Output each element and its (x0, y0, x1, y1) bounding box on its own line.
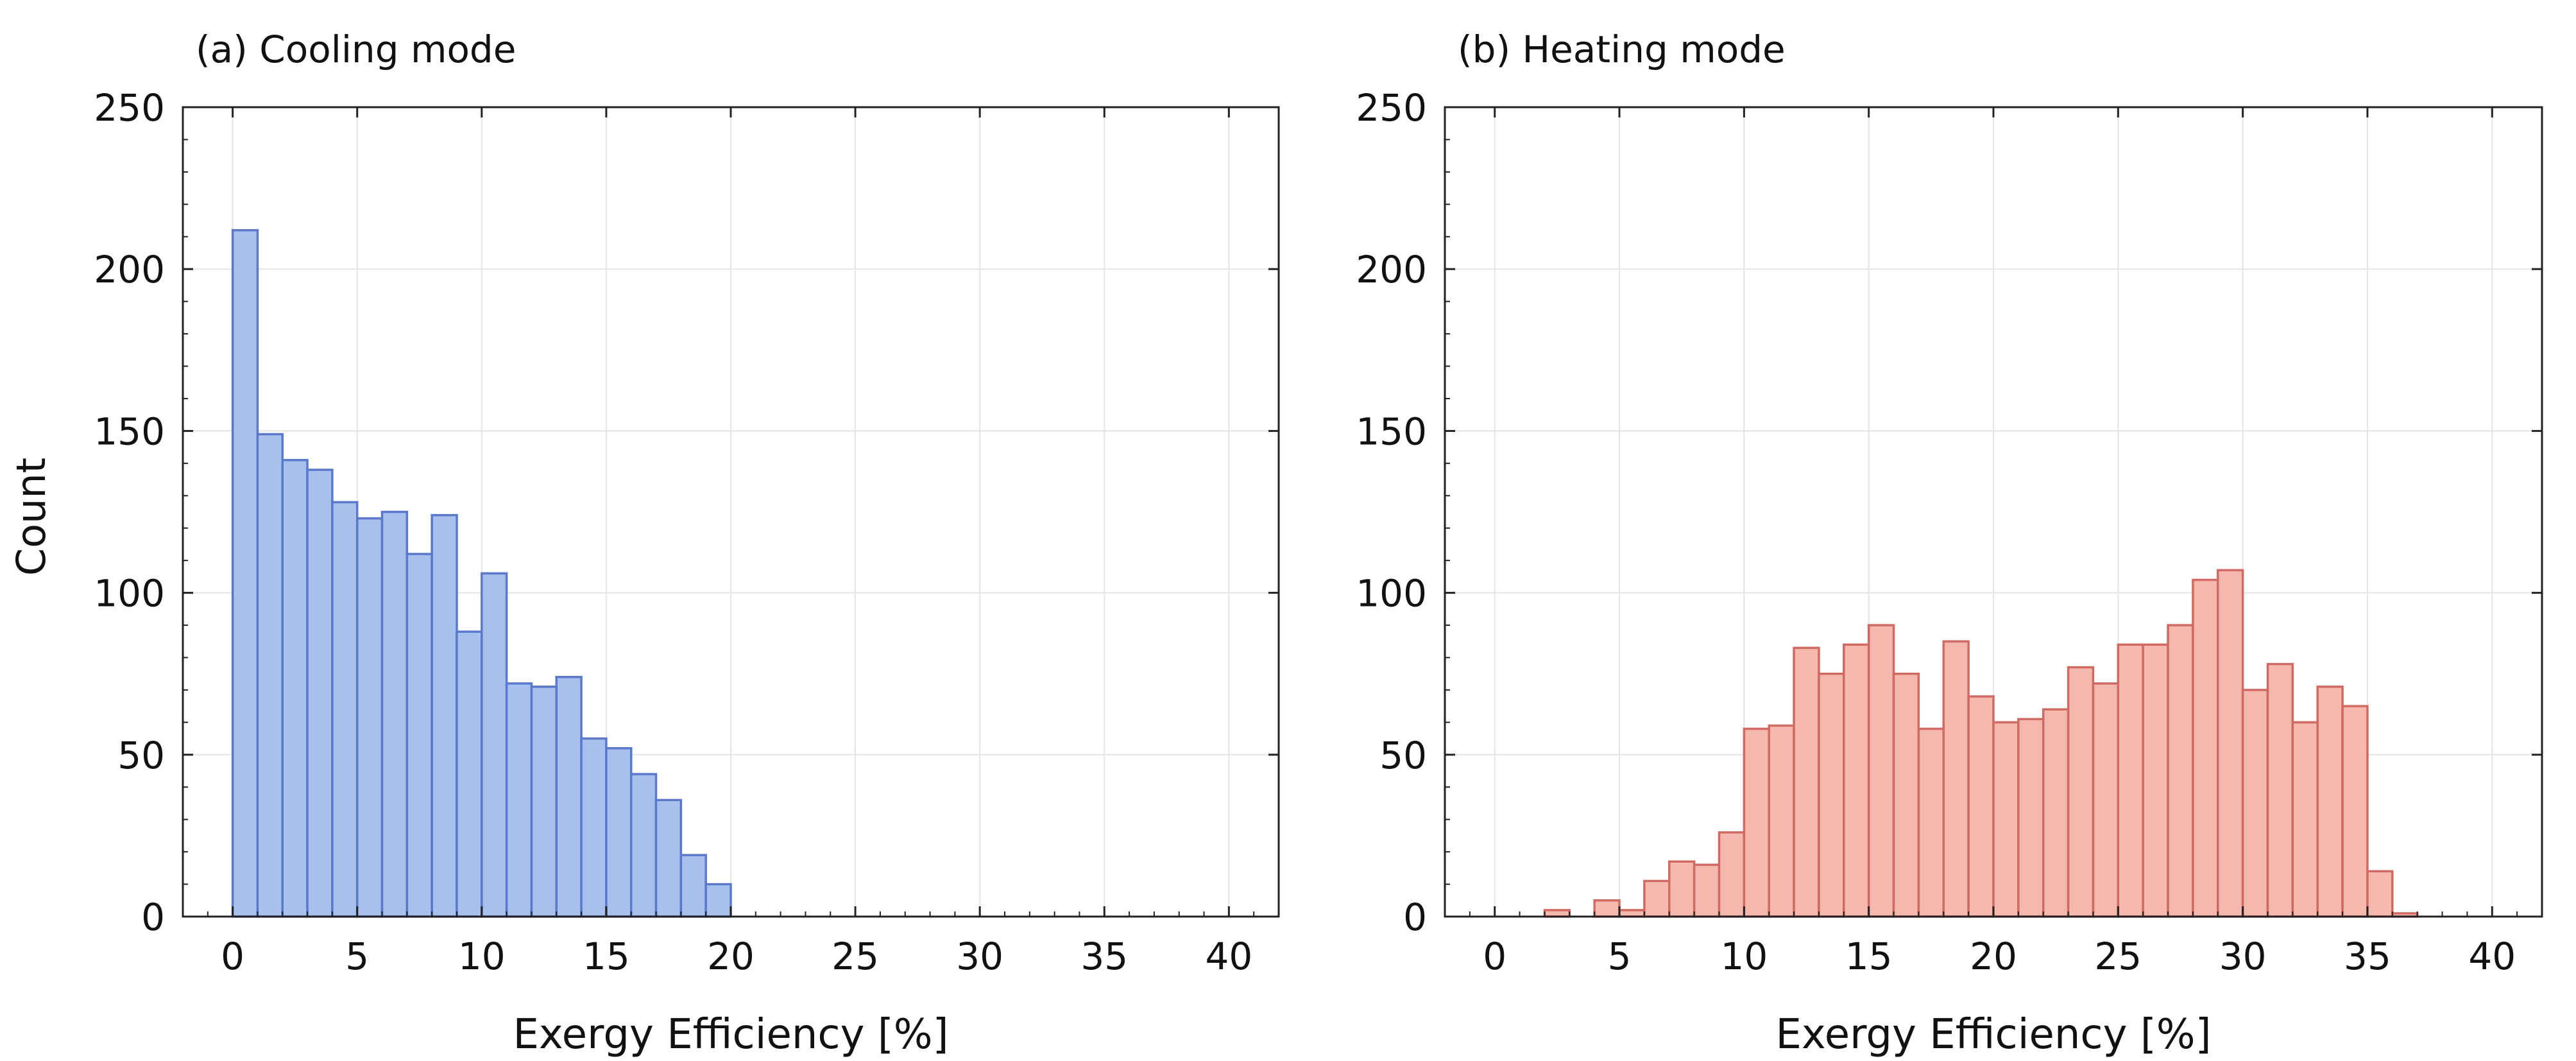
cooling-x-tick-label: 0 (221, 935, 244, 978)
heating-histogram-bar (1768, 724, 1795, 918)
heating-histogram-bar (1718, 831, 1746, 918)
cooling-histogram-bar (629, 773, 658, 918)
cooling-y-tick-label: 150 (94, 410, 165, 453)
heating-histogram-bar (2316, 686, 2344, 918)
heating-histogram-bar (1693, 863, 1721, 918)
heating-histogram-bar (1942, 640, 1970, 918)
heating-histogram-bar (1618, 909, 1646, 918)
heating-panel-title: (b) Heating mode (1458, 28, 1786, 71)
heating-histogram-bar (2241, 689, 2269, 918)
cooling-x-tick-label: 40 (1205, 935, 1252, 978)
cooling-histogram-bar (530, 686, 558, 918)
heating-histogram-bar (2192, 578, 2219, 918)
heating-histogram-bar (1643, 879, 1671, 918)
heating-x-tick-label: 40 (2468, 935, 2516, 978)
heating-x-tick-label: 20 (1970, 935, 2017, 978)
heating-histogram-bar (2167, 624, 2194, 918)
heating-y-tick-label: 250 (1356, 86, 1427, 130)
cooling-x-tick-label: 30 (956, 935, 1003, 978)
heating-histogram-bar (2092, 682, 2120, 918)
heating-x-tick-label: 35 (2344, 935, 2391, 978)
cooling-histogram-bar (355, 517, 384, 918)
heating-histogram-bar (1917, 727, 1945, 918)
cooling-panel-title: (a) Cooling mode (196, 28, 516, 71)
cooling-x-tick-label: 5 (345, 935, 369, 978)
cooling-y-tick-label: 200 (94, 248, 165, 291)
cooling-x-tick-label: 15 (583, 935, 630, 978)
cooling-x-axis-label: Exergy Efficiency [%] (513, 1011, 948, 1058)
heating-y-tick-label: 150 (1356, 410, 1427, 453)
heating-x-tick-label: 10 (1720, 935, 1768, 978)
heating-x-tick-label: 5 (1608, 935, 1632, 978)
cooling-histogram-bar (380, 510, 409, 918)
heating-histogram-bar (1843, 643, 1870, 918)
cooling-x-tick-label: 35 (1080, 935, 1128, 978)
heating-histogram-bar (1743, 727, 1770, 918)
heating-histogram-bar (1818, 672, 1845, 918)
cooling-histogram-bar (481, 572, 508, 918)
heating-histogram-bar (2366, 870, 2394, 918)
heating-histogram-bar (1543, 909, 1571, 918)
heating-histogram-bar (2017, 718, 2045, 918)
cooling-y-tick-label: 100 (94, 572, 165, 616)
cooling-histogram-bar (679, 854, 707, 918)
cooling-histogram-bar (331, 501, 359, 918)
heating-mode-panel: 0 5 10 15 20 25 30 35 40 0 50 100 150 200 250 (b) Heati… (1356, 28, 2543, 1058)
shared-y-axis-label: Count (8, 458, 55, 576)
heating-histogram-bar (2217, 569, 2244, 918)
heating-histogram-bar (1593, 899, 1621, 918)
heating-histogram-bar (2067, 666, 2095, 918)
heating-x-tick-label: 25 (2094, 935, 2142, 978)
heating-histogram-bar (2117, 643, 2144, 918)
cooling-histogram-bar (306, 469, 334, 918)
heating-y-tick-label: 0 (1403, 895, 1427, 939)
heating-histogram-bar (2042, 708, 2070, 918)
heating-histogram-bar (1793, 646, 1820, 918)
heating-histogram-bar (2291, 721, 2319, 918)
cooling-histogram-bar (405, 553, 433, 918)
cooling-x-tick-label: 20 (707, 935, 755, 978)
heating-y-tick-label: 200 (1356, 248, 1427, 291)
heating-histogram-bar (1867, 624, 1895, 918)
heating-x-tick-label: 30 (2219, 935, 2267, 978)
heating-histogram-bar (1668, 860, 1696, 918)
cooling-histogram-bar (704, 883, 732, 918)
cooling-y-tick-label: 0 (141, 895, 165, 939)
heating-histogram-bar (1967, 695, 1995, 918)
cooling-histogram-bar (654, 798, 683, 918)
cooling-y-tick-label: 250 (94, 86, 165, 130)
cooling-histogram-bar (605, 746, 633, 918)
cooling-histogram-bar (505, 682, 533, 918)
heating-y-tick-label: 100 (1356, 572, 1427, 616)
heating-x-axis-label: Exergy Efficiency [%] (1775, 1011, 2211, 1058)
cooling-histogram-bar (256, 433, 284, 918)
cooling-mode-panel: 0 5 10 15 20 25 30 35 40 0 50 100 150 200 250 (a) Cooli… (94, 28, 1280, 1058)
cooling-histogram-bar (281, 459, 309, 918)
cooling-y-tick-label: 50 (117, 734, 165, 777)
cooling-histogram-bar (456, 630, 483, 918)
heating-histogram-bar (2142, 643, 2169, 918)
heating-histogram-bar (2266, 662, 2294, 918)
cooling-x-tick-label: 10 (458, 935, 506, 978)
cooling-histogram-bar (580, 737, 608, 918)
cooling-x-tick-label: 25 (832, 935, 879, 978)
heating-y-tick-label: 50 (1379, 734, 1427, 777)
heating-x-tick-label: 0 (1483, 935, 1506, 978)
heating-histogram-bar (1892, 672, 1920, 918)
cooling-histogram-bar (231, 229, 259, 918)
cooling-histogram-bar (555, 675, 583, 918)
heating-histogram-bar (1992, 721, 2020, 918)
cooling-histogram-bar (431, 513, 458, 918)
heating-x-tick-label: 15 (1845, 935, 1893, 978)
heating-histogram-bar (2341, 705, 2369, 918)
